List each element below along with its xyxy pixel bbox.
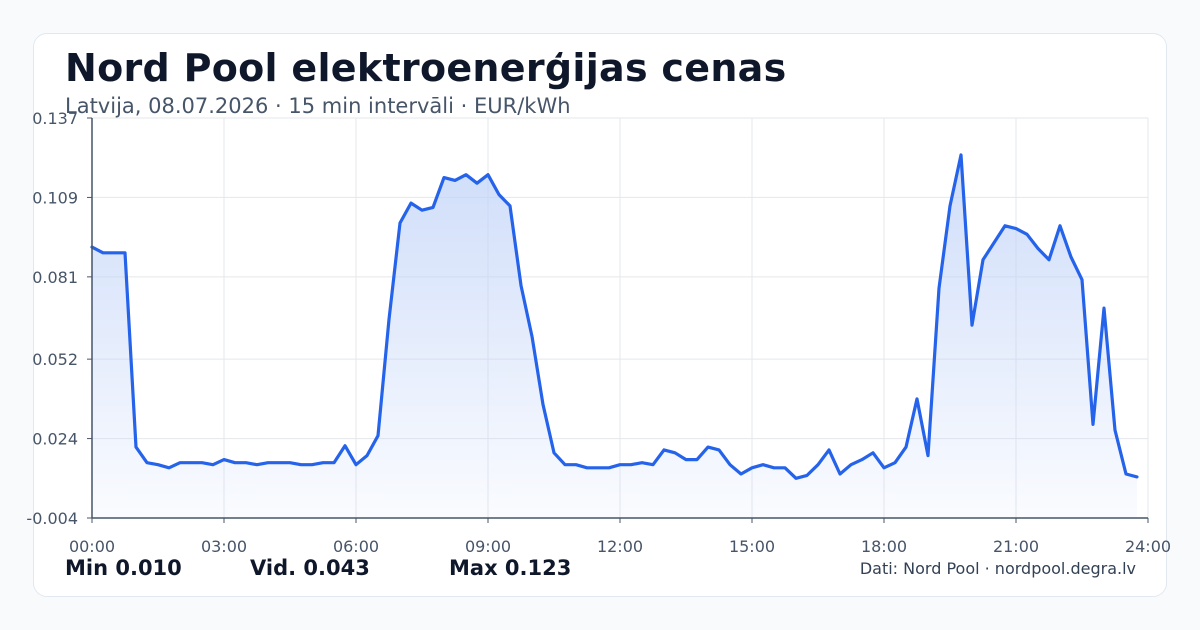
- y-tick-label: 0.081: [32, 268, 78, 287]
- x-tick-label: 24:00: [1125, 537, 1171, 556]
- axes: [87, 117, 1149, 523]
- x-tick-label: 09:00: [465, 537, 511, 556]
- x-tick-label: 00:00: [69, 537, 115, 556]
- page-title: Nord Pool elektroenerģijas cenas: [65, 46, 787, 90]
- stat-average: Vid. 0.043: [250, 556, 370, 580]
- y-tick-label: 0.024: [32, 430, 78, 449]
- data-source: Dati: Nord Pool · nordpool.degra.lv: [859, 559, 1136, 578]
- x-tick-label: 15:00: [729, 537, 775, 556]
- area-layer: [90, 153, 1139, 518]
- y-tick-label: 0.109: [32, 188, 78, 207]
- stat-min: Min 0.010: [65, 556, 182, 580]
- y-tick-label: 0.137: [32, 109, 78, 128]
- x-tick-label: 12:00: [597, 537, 643, 556]
- x-tick-label: 18:00: [861, 537, 907, 556]
- series-area: [92, 154, 1137, 518]
- x-tick-label: 03:00: [201, 537, 247, 556]
- y-tick-label: -0.004: [26, 509, 78, 528]
- tick-labels: 00:00 03:00 06:00 09:00 12:00 15:00 18:00 21:00…: [26, 109, 1171, 556]
- x-tick-label: 21:00: [993, 537, 1039, 556]
- y-tick-label: 0.052: [32, 350, 78, 369]
- page-subtitle: Latvija, 08.07.2026 · 15 min intervāli ·…: [65, 94, 571, 118]
- stat-max: Max 0.123: [449, 556, 572, 580]
- x-tick-label: 06:00: [333, 537, 379, 556]
- series-line: [90, 153, 1139, 480]
